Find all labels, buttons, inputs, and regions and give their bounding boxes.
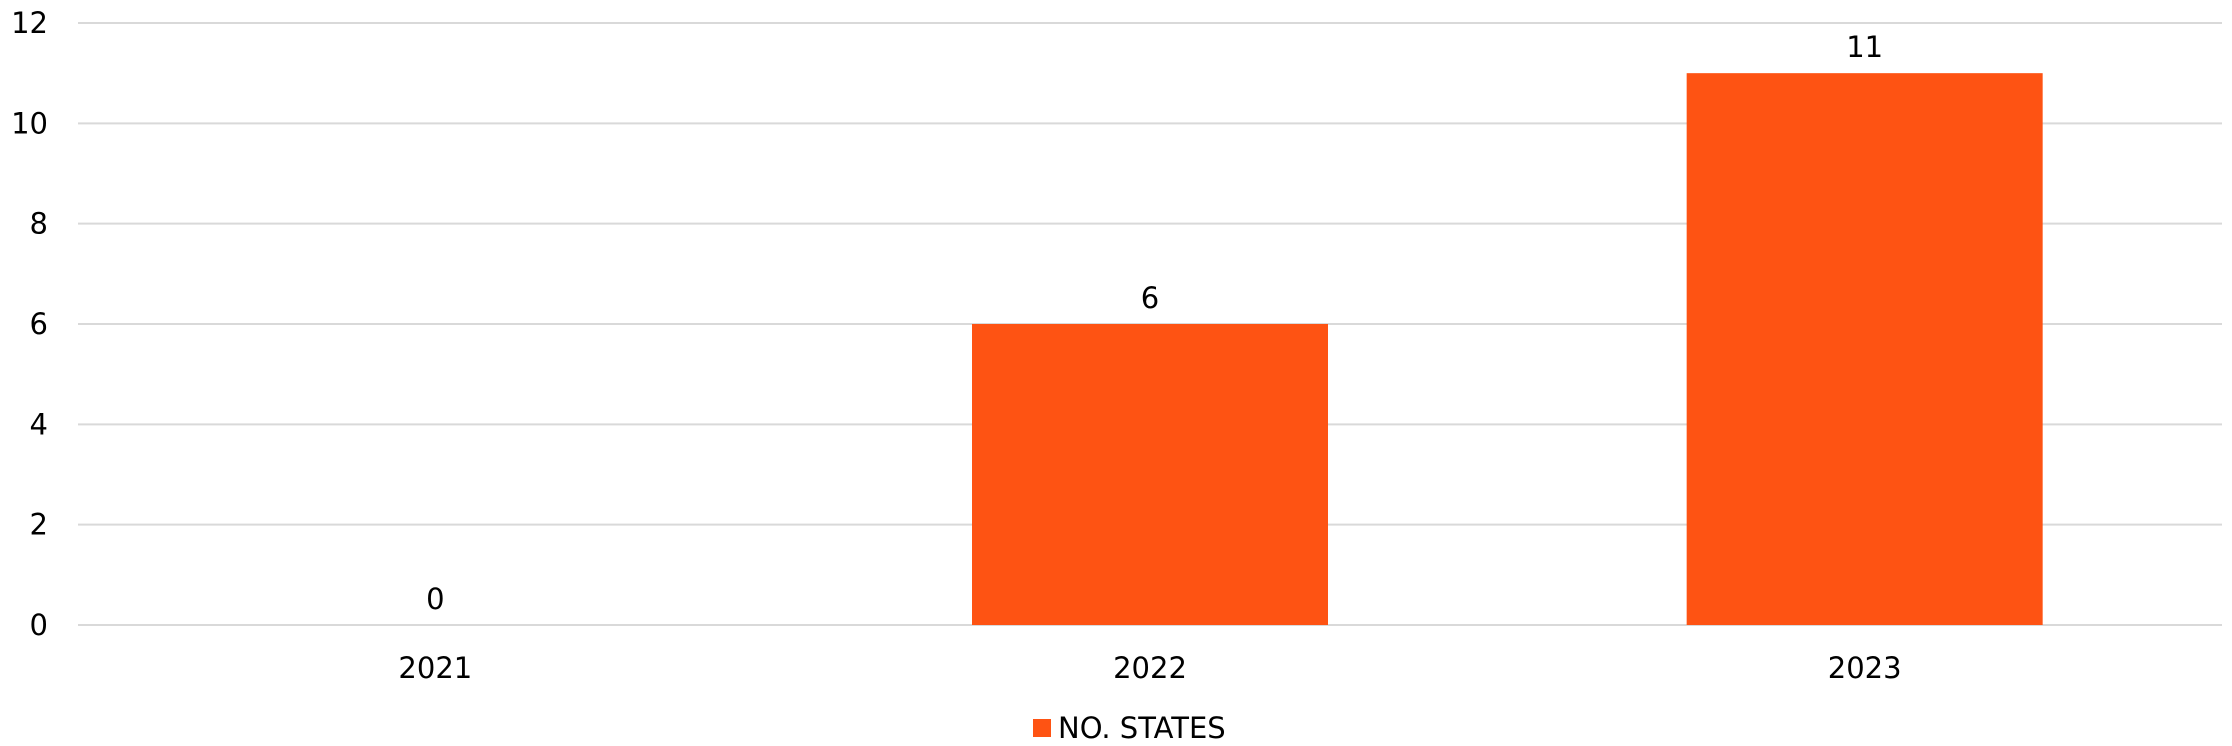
legend-label-no-states: NO. STATES [1058,711,1226,745]
y-tick-label-0: 0 [30,608,48,642]
x-tick-label-2023: 2023 [1828,651,1902,685]
bars [972,73,2043,625]
y-tick-label-4: 4 [30,407,48,441]
data-label-2021: 0 [426,582,444,616]
x-tick-label-2021: 2021 [398,651,472,685]
y-tick-label-12: 12 [11,6,48,40]
data-label-2023: 11 [1846,30,1883,64]
legend-swatch [1033,719,1051,737]
data-label-2022: 6 [1141,281,1159,315]
data-labels: 0 6 11 [426,30,1883,616]
y-axis: 0 2 4 6 8 10 12 [11,6,48,642]
x-tick-label-2022: 2022 [1113,651,1187,685]
y-tick-label-10: 10 [11,106,48,140]
y-tick-label-2: 2 [30,508,48,542]
bar-2022 [972,324,1328,625]
y-tick-label-6: 6 [30,307,48,341]
legend: NO. STATES [1033,711,1226,745]
y-tick-label-8: 8 [30,207,48,241]
x-axis: 2021 2022 2023 [398,651,1901,685]
bar-2023 [1686,73,2043,625]
